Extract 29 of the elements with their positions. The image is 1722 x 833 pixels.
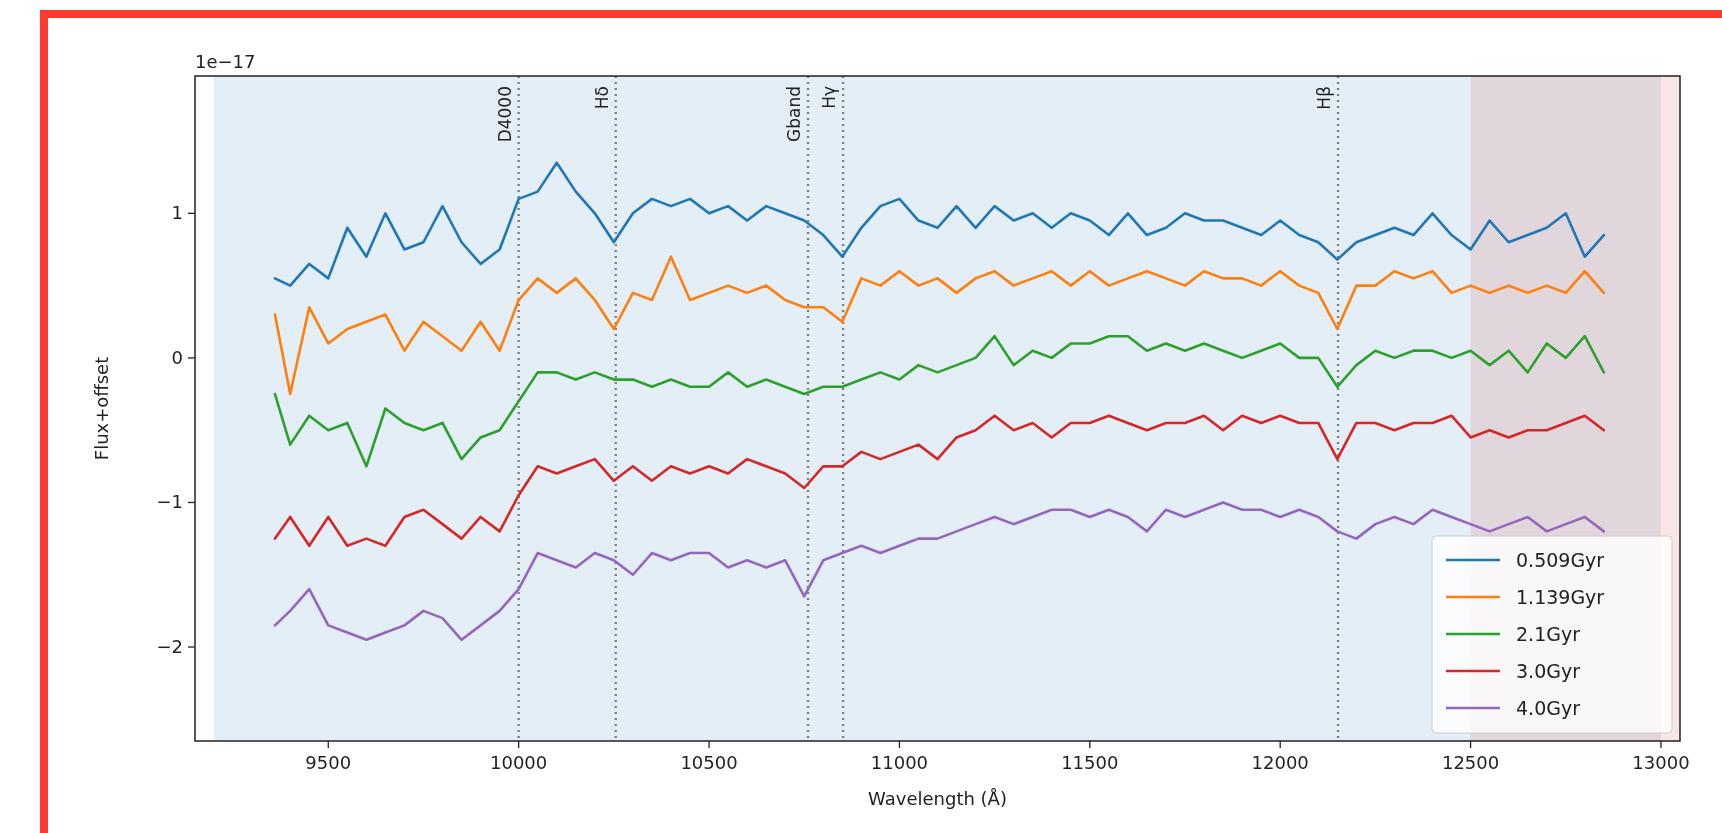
legend-label: 1.139Gyr: [1516, 586, 1605, 608]
x-tick-label: 11000: [870, 752, 929, 773]
ref-line-label: Hδ: [591, 86, 612, 110]
x-tick-label: 10000: [490, 752, 548, 773]
ref-line-label: Hγ: [819, 86, 840, 109]
x-axis-title: Wavelength (Å): [868, 788, 1007, 809]
x-tick-label: 12500: [1441, 752, 1500, 773]
legend-label: 3.0Gyr: [1516, 660, 1581, 682]
y-tick-label: −2: [156, 636, 183, 658]
ref-line-label: Hβ: [1314, 86, 1335, 110]
x-tick-label: 12000: [1251, 752, 1309, 773]
ref-line-label: D4000: [494, 86, 515, 143]
y-axis-title: Flux+offset: [91, 356, 112, 461]
line-series: [273, 255, 1606, 396]
x-tick-label: 11500: [1061, 752, 1119, 773]
y-tick-label: 0: [171, 346, 183, 368]
legend-label: 0.509Gyr: [1516, 549, 1605, 571]
y-tick-label: 1: [171, 202, 183, 224]
legend-label: 2.1Gyr: [1516, 623, 1581, 645]
legend-label: 4.0Gyr: [1516, 697, 1581, 719]
text: 1e−17: [195, 51, 256, 72]
x-tick-label: 13000: [1632, 752, 1690, 773]
line-series: [273, 414, 1606, 548]
ref-line-label: Gband: [784, 86, 805, 142]
y-tick-label: −1: [156, 491, 183, 513]
line-series: [273, 334, 1606, 468]
x-tick-label: 9500: [305, 752, 352, 773]
x-tick-label: 10500: [680, 752, 738, 773]
line-series: [273, 161, 1606, 287]
